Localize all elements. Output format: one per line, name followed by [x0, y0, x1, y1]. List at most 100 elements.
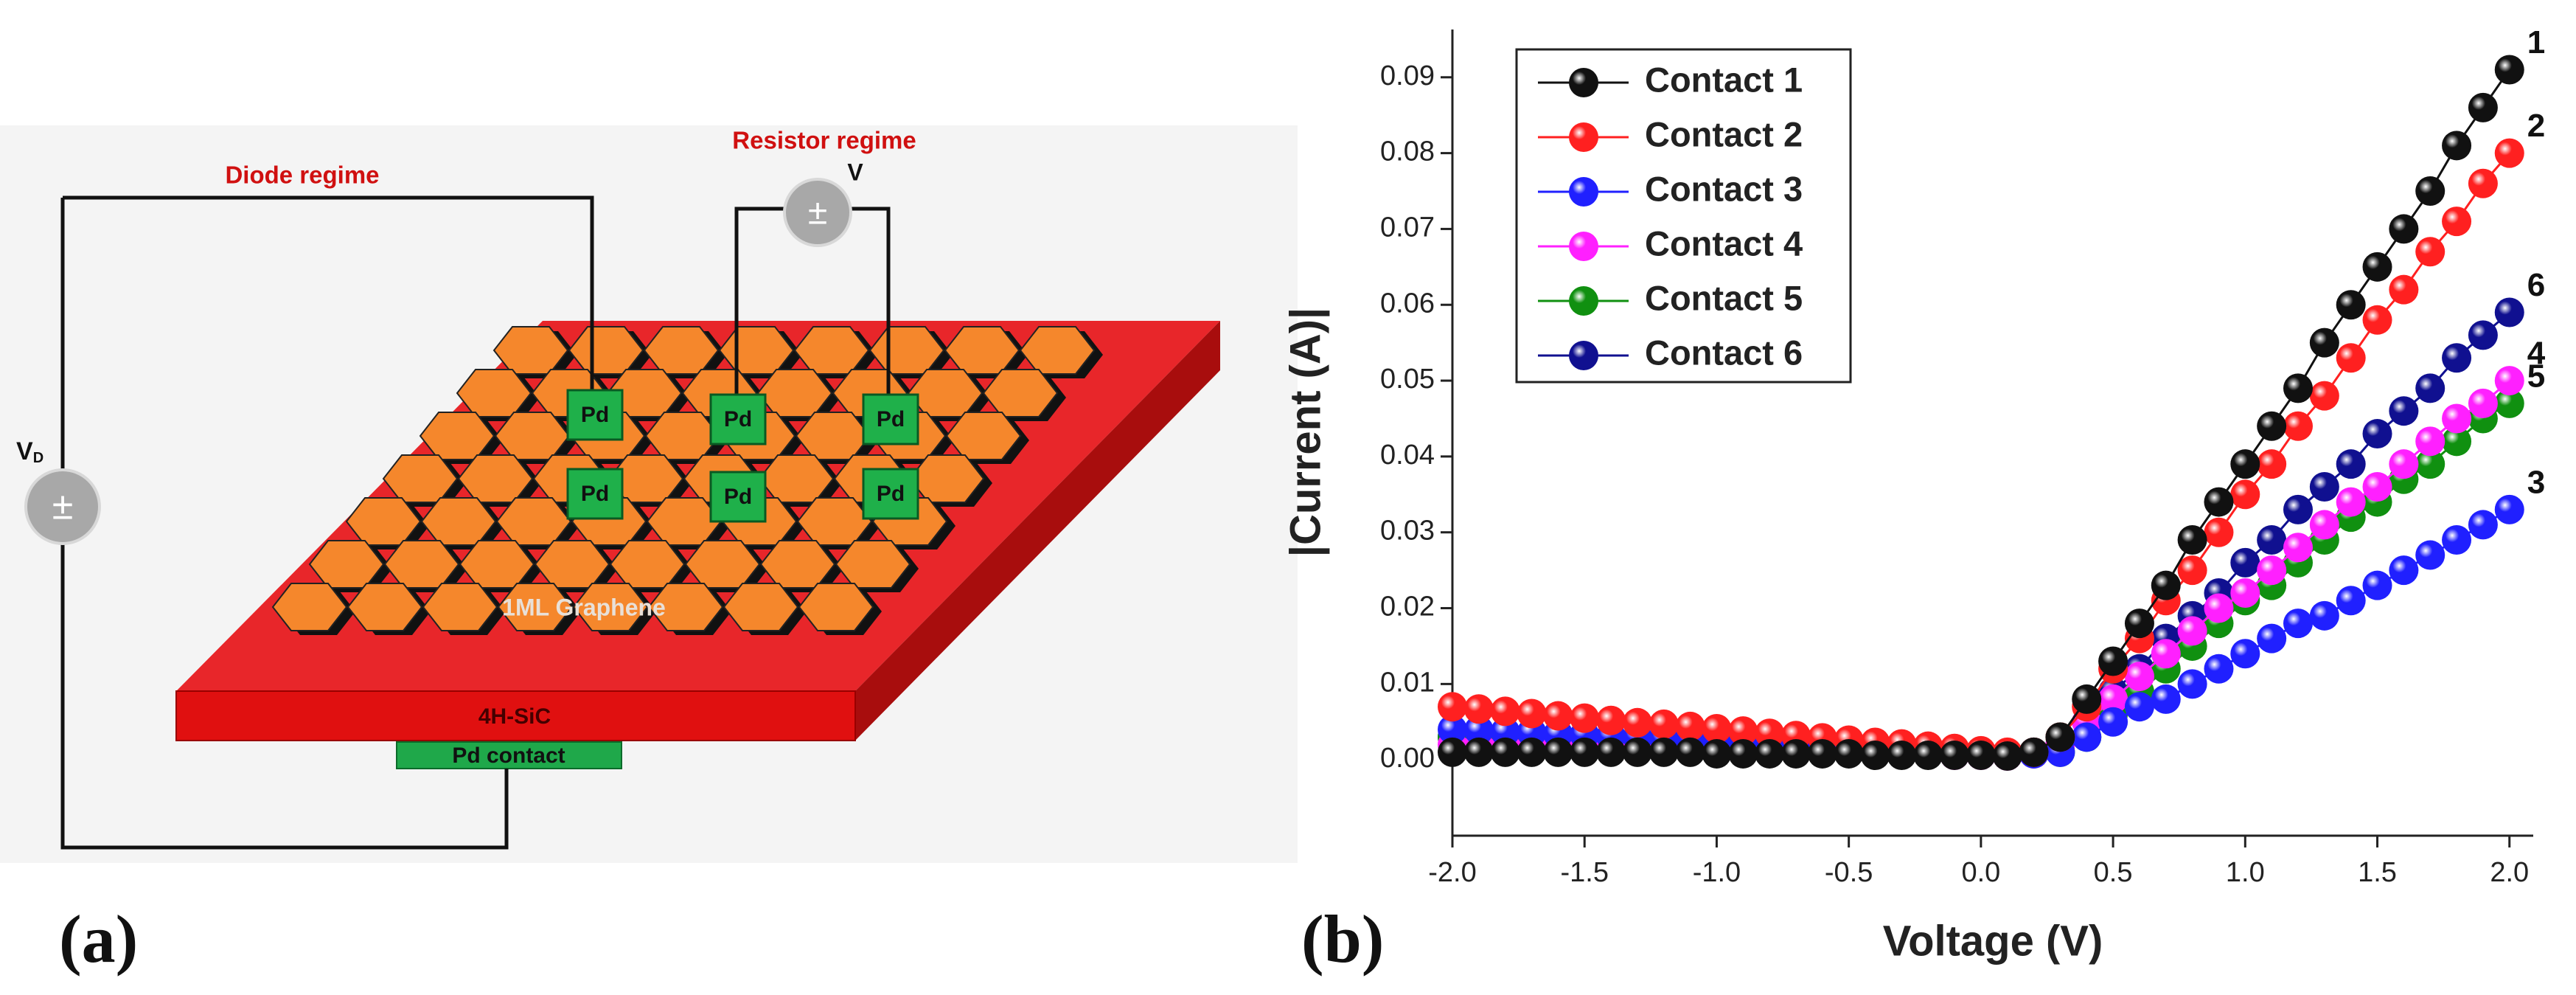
data-point [2468, 92, 2498, 122]
pd-label: Pd [724, 407, 752, 431]
x-tick-label: 1.5 [2358, 857, 2397, 888]
legend-label: Contact 1 [1645, 60, 1803, 99]
data-point [1490, 737, 1520, 767]
pd-label: Pd [581, 403, 609, 427]
pd-label: Pd [724, 485, 752, 509]
data-point [2230, 479, 2260, 510]
vd-sub: D [33, 450, 43, 466]
data-point [2415, 373, 2446, 403]
data-point [1834, 738, 1864, 769]
pd-contacts: Pd Pd Pd Pd Pd Pd [566, 389, 919, 523]
voltage-source [24, 468, 101, 545]
data-point [2494, 138, 2524, 168]
data-point [2494, 388, 2524, 418]
data-point [2389, 555, 2419, 586]
legend-marker [1569, 122, 1598, 152]
y-tick-label: 0.04 [1380, 440, 1435, 471]
data-point [2204, 517, 2234, 547]
v-label: V [847, 159, 863, 185]
y-tick-label: 0.05 [1380, 364, 1435, 395]
data-point [1649, 709, 1679, 739]
pd-pad [709, 393, 767, 446]
legend-marker [1569, 68, 1598, 97]
data-point [1913, 741, 1943, 771]
data-point [2257, 524, 2287, 555]
y-tick-label: 0.07 [1380, 212, 1435, 243]
data-point [2204, 653, 2234, 684]
data-point [1517, 737, 1547, 767]
data-point [1966, 741, 1996, 771]
data-point [2283, 411, 2313, 441]
data-point [1596, 737, 1626, 767]
hexagon [798, 583, 874, 631]
data-point [1463, 715, 1494, 746]
data-point [2151, 570, 2181, 600]
data-point [2389, 396, 2419, 426]
hexagon [422, 583, 498, 631]
x-tick-label: -2.0 [1428, 857, 1476, 888]
data-point [1570, 703, 1600, 733]
data-point [1675, 737, 1705, 767]
series-end-label: 4 [2527, 336, 2546, 372]
data-point [1517, 698, 1547, 729]
data-point [1438, 715, 1467, 745]
data-point [2468, 320, 2498, 350]
data-point [2151, 684, 2181, 714]
data-point [2415, 426, 2446, 457]
panel-label: (a) [59, 901, 138, 977]
legend-label: Contact 2 [1645, 114, 1803, 153]
data-point [2336, 449, 2366, 479]
x-tick-label: 0.0 [1961, 857, 2000, 888]
y-axis-title: |Current (A)| [1281, 308, 1329, 558]
iv-chart: Voltage (V) |Current (A)| 0.000.010.020.… [1281, 24, 2545, 965]
data-point [2230, 639, 2260, 669]
data-point [2019, 737, 2049, 767]
back-contact-label: Pd contact [452, 743, 565, 768]
data-point [1940, 741, 1970, 771]
data-point [1463, 694, 1494, 724]
data-point [2124, 609, 2154, 639]
data-point [2442, 207, 2472, 237]
substrate-label: 4H-SiC [478, 704, 551, 729]
data-point [2415, 237, 2446, 267]
data-point [2442, 343, 2472, 373]
y-tick-label: 0.08 [1380, 136, 1435, 167]
data-point [2415, 540, 2446, 570]
data-point [1438, 737, 1467, 767]
data-point [2389, 214, 2419, 244]
data-point [2309, 472, 2339, 502]
data-point [2177, 616, 2207, 646]
data-point [1992, 741, 2022, 772]
hexagon [647, 583, 724, 631]
data-point [2494, 55, 2524, 85]
pd-label: Pd [581, 482, 609, 506]
legend-marker [1569, 341, 1598, 370]
data-point [2336, 586, 2366, 616]
wire [63, 195, 594, 398]
data-point [2336, 343, 2366, 373]
data-point [1728, 716, 1758, 746]
series-end-label: 1 [2527, 24, 2545, 60]
data-point [1543, 737, 1573, 767]
data-point [2362, 472, 2392, 502]
series-end-label: 3 [2527, 464, 2545, 500]
series-line [1452, 379, 2510, 757]
data-point [1463, 737, 1494, 767]
pd-label: Pd [877, 407, 905, 431]
pd-pad [566, 389, 624, 441]
x-tick-label: 1.0 [2226, 857, 2265, 888]
data-point [2204, 487, 2234, 517]
legend-box [1515, 48, 1852, 384]
legend-marker [1569, 177, 1598, 207]
data-point [1702, 738, 1732, 769]
vd-label: VD [16, 437, 43, 466]
y-tick-label: 0.01 [1380, 667, 1435, 698]
data-point [1887, 741, 1917, 771]
data-point [2442, 403, 2472, 434]
data-point [1675, 711, 1705, 741]
data-point [2257, 449, 2287, 479]
data-point [1860, 741, 1890, 771]
data-point [2072, 684, 2102, 714]
data-point [2336, 487, 2366, 517]
